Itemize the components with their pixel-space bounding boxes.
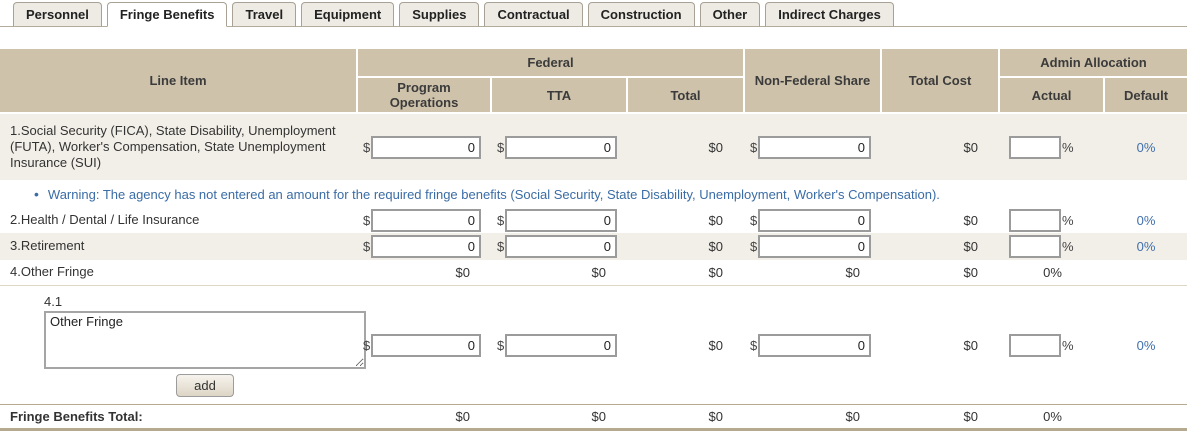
- fringe-benefits-table: Line Item Federal Non-Federal Share Tota…: [0, 49, 1187, 431]
- column-header-line-item: Line Item: [0, 49, 358, 114]
- default-percent-value: [1105, 260, 1187, 285]
- column-header-federal-total: Total: [628, 78, 745, 114]
- non-federal-share-value: $0: [845, 265, 860, 280]
- tta-value: $0: [591, 265, 606, 280]
- column-header-default: Default: [1105, 78, 1187, 114]
- column-header-program-operations: Program Operations: [358, 78, 492, 114]
- add-button[interactable]: add: [176, 374, 234, 398]
- currency-symbol: $: [363, 337, 371, 353]
- currency-symbol: $: [497, 213, 505, 228]
- line-item-label: 3.Retirement: [0, 233, 358, 260]
- tab-other[interactable]: Other: [699, 2, 761, 27]
- default-percent-value: 0%: [1105, 114, 1187, 180]
- total-cost-value: $0: [963, 213, 978, 228]
- non-federal-share-input[interactable]: [758, 135, 871, 159]
- currency-symbol: $: [363, 239, 371, 254]
- percent-symbol: %: [1062, 139, 1074, 155]
- actual-percent-input[interactable]: [1009, 209, 1061, 232]
- total-program-operations: $0: [358, 404, 492, 431]
- tab-contractual[interactable]: Contractual: [484, 2, 583, 27]
- column-header-non-federal-share: Non-Federal Share: [745, 49, 882, 114]
- total-cost-total: $0: [882, 404, 1000, 431]
- federal-total-value: $0: [628, 233, 745, 260]
- total-cost-value: $0: [882, 233, 1000, 260]
- actual-percent-input[interactable]: [1009, 135, 1061, 159]
- currency-symbol: $: [497, 337, 505, 353]
- total-tta: $0: [492, 404, 628, 431]
- actual-percent-value: 0%: [1043, 265, 1062, 280]
- tab-bar: Personnel Fringe Benefits Travel Equipme…: [0, 0, 1187, 27]
- column-header-total-cost: Total Cost: [882, 49, 1000, 114]
- tta-input[interactable]: [505, 333, 617, 357]
- tta-input[interactable]: [505, 209, 617, 232]
- tab-travel[interactable]: Travel: [232, 2, 297, 27]
- other-fringe-description-textarea[interactable]: Other Fringe: [44, 311, 366, 370]
- total-actual-percent: 0%: [1000, 404, 1105, 431]
- table-row-other-fringe: 4.Other Fringe $0 $0 $0 $0 $0 0%: [0, 260, 1187, 285]
- default-percent-value: 0%: [1105, 233, 1187, 260]
- line-item-label: 4.Other Fringe: [10, 264, 94, 280]
- warning-message: • Warning: The agency has not entered an …: [0, 180, 1187, 208]
- non-federal-share-input[interactable]: [758, 235, 871, 258]
- program-operations-value: $0: [455, 265, 470, 280]
- tab-equipment[interactable]: Equipment: [301, 2, 395, 27]
- table-row-health-dental-life: 2.Health / Dental / Life Insurance $ $ $…: [0, 208, 1187, 233]
- tta-input[interactable]: [505, 235, 617, 258]
- tta-input[interactable]: [505, 135, 617, 159]
- percent-symbol: %: [1062, 239, 1074, 254]
- non-federal-share-input[interactable]: [758, 209, 871, 232]
- sub-item-number: 4.1: [44, 294, 63, 309]
- tab-supplies[interactable]: Supplies: [399, 2, 480, 27]
- program-operations-input[interactable]: [371, 135, 481, 159]
- warning-text: Warning: The agency has not entered an a…: [47, 187, 940, 202]
- percent-symbol: %: [1062, 337, 1074, 353]
- total-non-federal-share: $0: [745, 404, 882, 431]
- program-operations-input[interactable]: [371, 209, 481, 232]
- total-row-label: Fringe Benefits Total:: [0, 404, 358, 431]
- federal-total-value: $0: [628, 114, 745, 180]
- table-row-retirement: 3.Retirement $ $ $0 $ $0 % 0%: [0, 233, 1187, 260]
- currency-symbol: $: [750, 337, 758, 353]
- tab-indirect-charges[interactable]: Indirect Charges: [765, 2, 894, 27]
- currency-symbol: $: [750, 239, 758, 254]
- line-item-label: 2.Health / Dental / Life Insurance: [10, 212, 200, 228]
- currency-symbol: $: [497, 139, 505, 155]
- warning-row: • Warning: The agency has not entered an …: [0, 180, 1187, 208]
- total-cost-value: $0: [882, 114, 1000, 180]
- actual-percent-input[interactable]: [1009, 333, 1061, 357]
- total-cost-value: $0: [963, 265, 978, 280]
- total-cost-value: $0: [882, 285, 1000, 404]
- total-default-percent: [1105, 404, 1187, 431]
- currency-symbol: $: [750, 139, 758, 155]
- percent-symbol: %: [1062, 213, 1074, 228]
- default-percent-value: 0%: [1105, 285, 1187, 404]
- tab-fringe-benefits[interactable]: Fringe Benefits: [106, 2, 228, 27]
- column-header-admin-allocation: Admin Allocation: [1000, 49, 1187, 78]
- column-header-actual: Actual: [1000, 78, 1105, 114]
- table-row-social-security: 1.Social Security (FICA), State Disabili…: [0, 114, 1187, 180]
- federal-total-value: $0: [708, 265, 723, 280]
- program-operations-input[interactable]: [371, 333, 481, 357]
- federal-total-value: $0: [628, 285, 745, 404]
- column-header-federal: Federal: [358, 49, 745, 78]
- currency-symbol: $: [750, 213, 758, 228]
- actual-percent-input[interactable]: [1009, 235, 1061, 258]
- bullet-icon: •: [34, 186, 39, 202]
- currency-symbol: $: [363, 139, 371, 155]
- federal-total-value: $0: [708, 213, 723, 228]
- program-operations-input[interactable]: [371, 235, 481, 258]
- non-federal-share-input[interactable]: [758, 333, 871, 357]
- total-federal: $0: [628, 404, 745, 431]
- column-header-tta: TTA: [492, 78, 628, 114]
- currency-symbol: $: [497, 239, 505, 254]
- default-percent-value: 0%: [1136, 213, 1156, 228]
- fringe-benefits-total-row: Fringe Benefits Total: $0 $0 $0 $0 $0 0%: [0, 404, 1187, 431]
- tab-personnel[interactable]: Personnel: [13, 2, 102, 27]
- currency-symbol: $: [363, 213, 371, 228]
- tab-construction[interactable]: Construction: [587, 2, 695, 27]
- table-row-other-fringe-sub-item: 4.1 Other Fringe add $ $ $0 $ $0 % 0%: [0, 285, 1187, 404]
- line-item-label: 1.Social Security (FICA), State Disabili…: [0, 114, 358, 180]
